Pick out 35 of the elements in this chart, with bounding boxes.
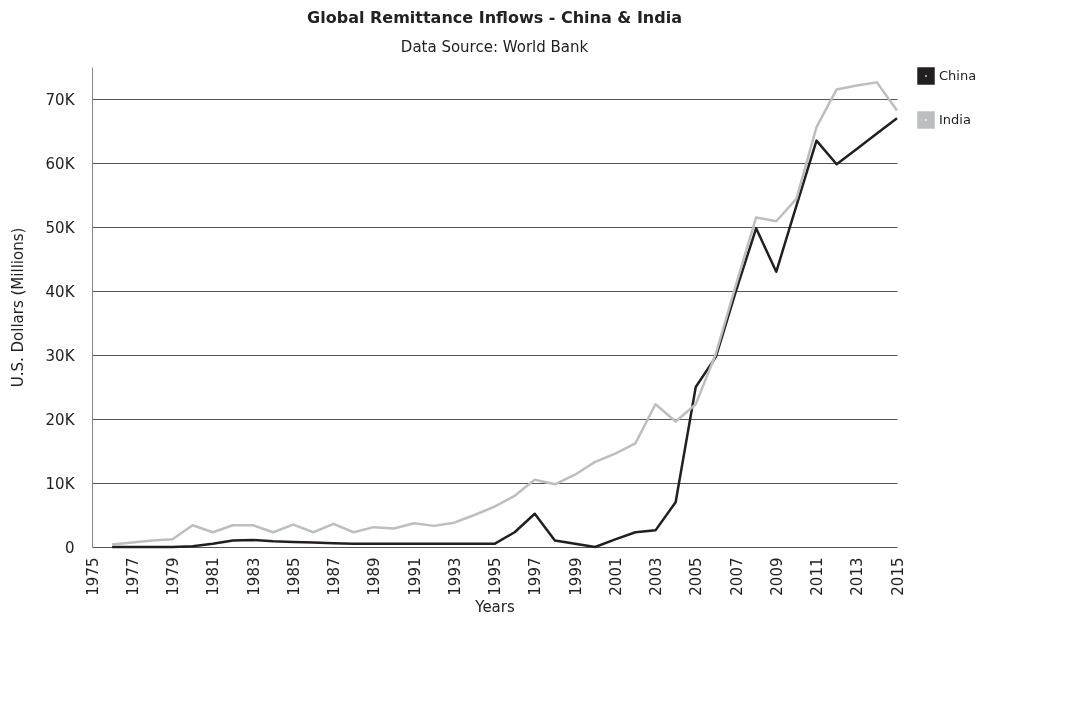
y-tick-label: 20K [45,410,76,429]
x-tick-label: 2007 [727,557,746,596]
x-tick-label: 1993 [445,557,464,596]
x-axis-title: Years [474,597,515,616]
x-tick-label: 1997 [526,557,545,596]
x-tick-label: 1989 [365,557,384,596]
x-tick-label: 1981 [204,557,223,596]
x-tick-label: 1975 [83,557,102,596]
x-tick-label: 2013 [848,557,867,596]
chart-subtitle: Data Source: World Bank [400,38,589,56]
y-tick-label: 70K [45,90,76,109]
x-tick-label: 2009 [767,557,786,596]
x-tick-label: 1977 [123,557,142,596]
y-axis-title: U.S. Dollars (Millions) [8,227,27,388]
x-tick-label: 1999 [566,557,585,596]
y-tick-label: 50K [45,218,76,237]
y-tick-label: 10K [45,474,76,493]
y-tick-label: 30K [45,346,76,365]
legend-label: India [939,112,971,127]
x-tick-label: 1979 [164,557,182,596]
chart-title: Global Remittance Inflows - China & India [307,8,682,27]
x-tick-label: 1995 [486,557,504,596]
x-tick-label: 1983 [244,557,263,596]
y-tick-label: 40K [45,282,76,301]
legend-label: China [939,68,977,83]
x-tick-label: 1991 [405,557,424,596]
x-tick-label: 2005 [687,557,706,596]
x-tick-label: 1985 [284,557,303,596]
x-tick-label: 2003 [647,557,665,596]
x-tick-label: 2011 [808,557,826,596]
y-tick-label: 60K [45,154,76,173]
x-tick-label: 2001 [606,557,625,596]
x-tick-label: 1987 [325,557,343,596]
y-tick-label: 0 [64,538,75,557]
x-tick-label: 2015 [888,557,907,596]
